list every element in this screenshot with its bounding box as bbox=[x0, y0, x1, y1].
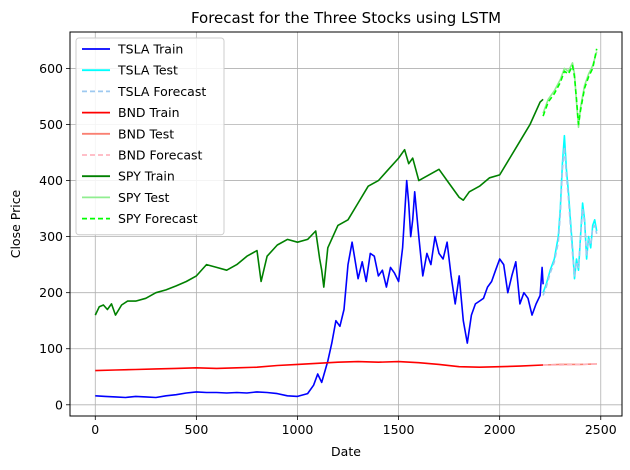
x-tick-label: 1000 bbox=[282, 422, 314, 437]
plot-frame bbox=[69, 31, 623, 417]
legend-label: SPY Forecast bbox=[118, 211, 198, 226]
y-tick-label: 200 bbox=[39, 285, 63, 300]
legend-label: BND Train bbox=[118, 105, 180, 120]
y-tick-label: 300 bbox=[39, 229, 63, 244]
legend-label: BND Test bbox=[118, 126, 174, 141]
legend-label: TSLA Train bbox=[117, 42, 183, 57]
legend: TSLA Train TSLA Test TSLA Forecast BND Trai… bbox=[75, 37, 225, 236]
series-line-spy-forecast bbox=[542, 48, 598, 126]
y-tick-label: 100 bbox=[39, 341, 63, 356]
series-line-tsla-forecast bbox=[542, 146, 598, 296]
y-tick-label: 400 bbox=[39, 173, 63, 188]
x-tick-label: 500 bbox=[184, 422, 208, 437]
series-line-tsla-train bbox=[95, 179, 544, 399]
series-lines bbox=[94, 48, 598, 399]
legend-box bbox=[75, 37, 225, 236]
x-tick-label: 2000 bbox=[484, 422, 516, 437]
legend-label: TSLA Forecast bbox=[117, 84, 206, 99]
legend-label: BND Forecast bbox=[118, 148, 203, 163]
series-line-spy-train bbox=[94, 98, 544, 316]
x-tick-label: 2500 bbox=[585, 422, 617, 437]
legend-label: TSLA Test bbox=[117, 63, 178, 78]
y-tick-label: 500 bbox=[39, 117, 63, 132]
y-tick-label: 0 bbox=[55, 397, 63, 412]
x-axis-label: Date bbox=[331, 444, 361, 459]
legend-label: SPY Train bbox=[118, 169, 175, 184]
x-tick-label: 0 bbox=[91, 422, 99, 437]
y-axis-label: Close Price bbox=[8, 189, 23, 258]
chart-title: Forecast for the Three Stocks using LSTM bbox=[191, 9, 501, 27]
series-line-bnd-train bbox=[95, 360, 544, 372]
x-tick-label: 1500 bbox=[383, 422, 415, 437]
x-axis: 0 500 1000 1500 2000 2500 bbox=[91, 416, 617, 437]
y-axis: 0 100 200 300 400 500 600 bbox=[39, 61, 70, 412]
y-tick-label: 600 bbox=[39, 61, 63, 76]
series-line-spy-test bbox=[542, 51, 598, 129]
legend-label: SPY Test bbox=[118, 190, 170, 205]
series-line-bnd-forecast bbox=[543, 363, 597, 366]
